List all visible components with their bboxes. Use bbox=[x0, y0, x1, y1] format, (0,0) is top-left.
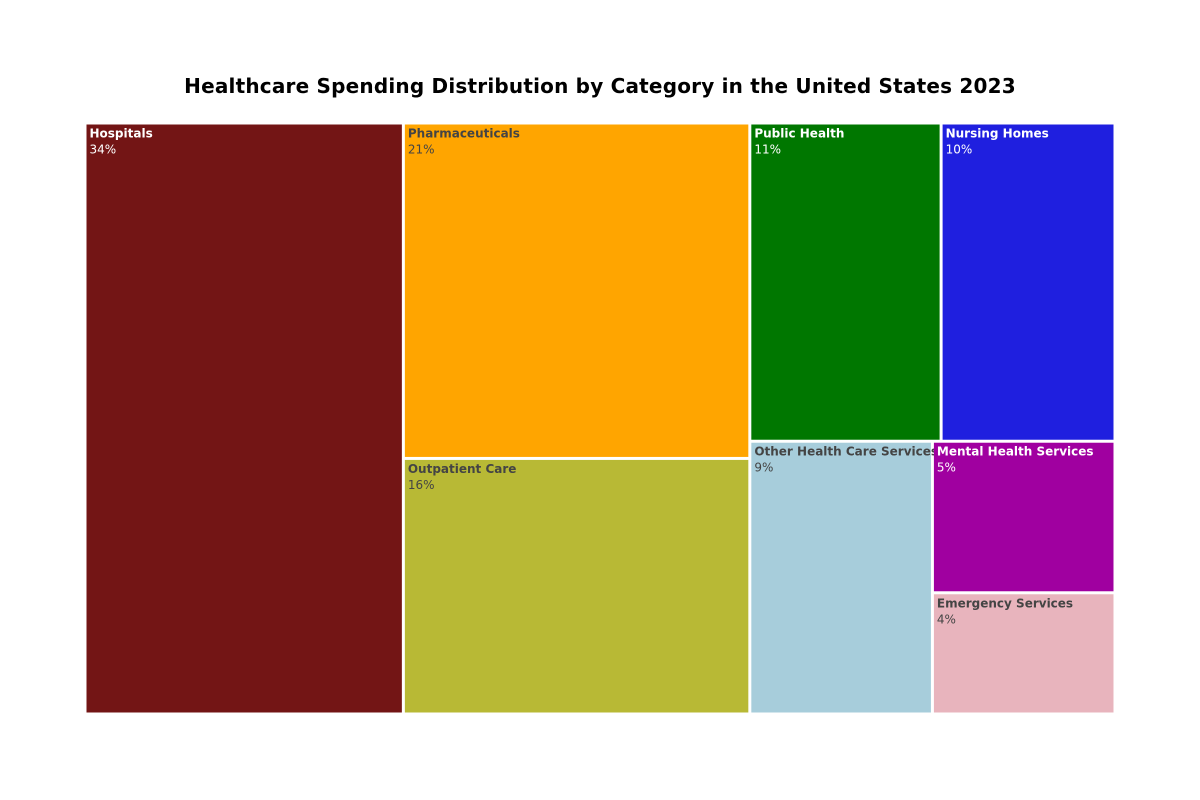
tile-label: Public Health bbox=[754, 127, 844, 141]
tile-outpatient-care: Outpatient Care 16% bbox=[404, 459, 749, 713]
tile-rect-public-health bbox=[751, 124, 940, 440]
tile-value: 4% bbox=[937, 612, 956, 626]
tile-value: 16% bbox=[408, 478, 435, 492]
tile-hospitals: Hospitals 34% bbox=[86, 124, 402, 713]
tile-mental-health-services: Mental Health Services 5% bbox=[933, 442, 1114, 592]
tile-rect-emergency-services bbox=[933, 594, 1114, 713]
tile-value: 5% bbox=[937, 461, 956, 475]
tile-label: Emergency Services bbox=[937, 596, 1073, 610]
tile-label: Mental Health Services bbox=[937, 445, 1094, 459]
tile-pharmaceuticals: Pharmaceuticals 21% bbox=[404, 124, 749, 457]
tile-emergency-services: Emergency Services 4% bbox=[933, 594, 1114, 713]
tile-rect-hospitals bbox=[86, 124, 402, 713]
tile-other-health-care-services: Other Health Care Services 9% bbox=[751, 442, 938, 713]
tile-public-health: Public Health 11% bbox=[751, 124, 940, 440]
tile-label: Other Health Care Services bbox=[754, 445, 938, 459]
tile-label: Hospitals bbox=[90, 127, 153, 141]
tile-label: Nursing Homes bbox=[946, 127, 1049, 141]
tile-rect-pharmaceuticals bbox=[404, 124, 749, 457]
tile-rect-outpatient-care bbox=[404, 459, 749, 713]
tile-value: 11% bbox=[754, 143, 781, 157]
tile-rect-mental-health-services bbox=[933, 442, 1114, 592]
tile-value: 34% bbox=[90, 143, 117, 157]
chart-title: Healthcare Spending Distribution by Cate… bbox=[184, 74, 1016, 98]
tile-label: Pharmaceuticals bbox=[408, 127, 520, 141]
tile-nursing-homes: Nursing Homes 10% bbox=[942, 124, 1114, 440]
tile-value: 9% bbox=[754, 461, 773, 475]
tile-rect-other-health-care-services bbox=[751, 442, 931, 713]
tile-rect-nursing-homes bbox=[942, 124, 1114, 440]
tile-label: Outpatient Care bbox=[408, 462, 517, 476]
tile-value: 21% bbox=[408, 143, 435, 157]
tile-value: 10% bbox=[946, 143, 973, 157]
